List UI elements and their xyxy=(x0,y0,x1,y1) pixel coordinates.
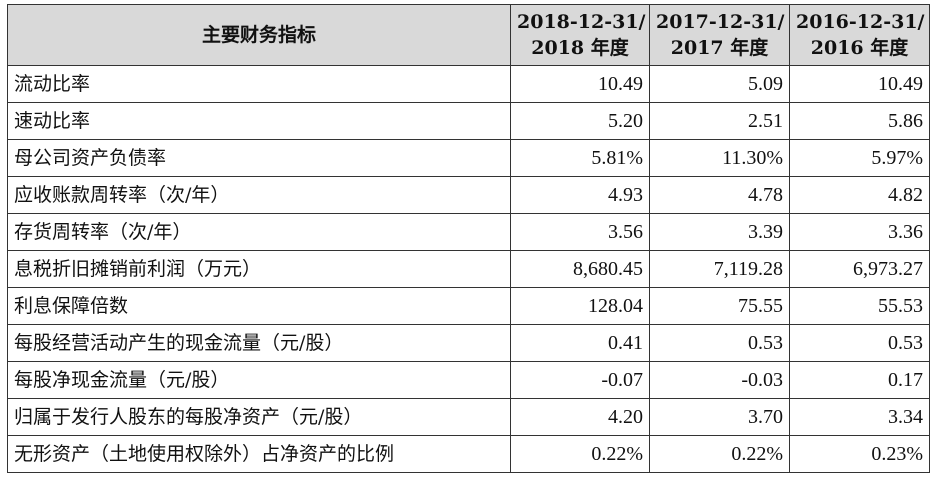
cell-value: 0.22% xyxy=(510,435,650,473)
header-period-date: 2016-12-31/ xyxy=(796,11,925,33)
cell-value: 0.41 xyxy=(510,324,650,362)
cell-value: -0.03 xyxy=(649,361,790,399)
row-label: 无形资产（土地使用权除外）占净资产的比例 xyxy=(7,435,511,473)
cell-value: 3.36 xyxy=(789,213,930,251)
cell-value: 5.20 xyxy=(510,102,650,140)
table-header-row: 主要财务指标 2018-12-31/ 2018 年度 2017-12-31/ 2… xyxy=(7,4,930,66)
table-row: 存货周转率（次/年） 3.56 3.39 3.36 xyxy=(7,213,930,251)
row-label: 流动比率 xyxy=(7,65,511,103)
cell-value: 5.97% xyxy=(789,139,930,177)
cell-value: 10.49 xyxy=(510,65,650,103)
cell-value: 0.23% xyxy=(789,435,930,473)
row-label: 存货周转率（次/年） xyxy=(7,213,511,251)
cell-value: 4.78 xyxy=(649,176,790,214)
table-row: 流动比率 10.49 5.09 10.49 xyxy=(7,65,930,103)
cell-value: 5.86 xyxy=(789,102,930,140)
cell-value: 55.53 xyxy=(789,287,930,325)
header-period-2017: 2017-12-31/ 2017 年度 xyxy=(649,4,790,66)
cell-value: 5.09 xyxy=(649,65,790,103)
header-period-date: 2017-12-31/ xyxy=(656,11,785,33)
table-row: 每股经营活动产生的现金流量（元/股） 0.41 0.53 0.53 xyxy=(7,324,930,362)
row-label: 母公司资产负债率 xyxy=(7,139,511,177)
cell-value: 0.22% xyxy=(649,435,790,473)
row-label: 每股经营活动产生的现金流量（元/股） xyxy=(7,324,511,362)
table-row: 归属于发行人股东的每股净资产（元/股） 4.20 3.70 3.34 xyxy=(7,398,930,436)
cell-value: 6,973.27 xyxy=(789,250,930,288)
table-row: 息税折旧摊销前利润（万元） 8,680.45 7,119.28 6,973.27 xyxy=(7,250,930,288)
header-period-2016: 2016-12-31/ 2016 年度 xyxy=(789,4,930,66)
cell-value: 75.55 xyxy=(649,287,790,325)
cell-value: 3.70 xyxy=(649,398,790,436)
header-period-date: 2018-12-31/ xyxy=(517,11,646,33)
cell-value: -0.07 xyxy=(510,361,650,399)
cell-value: 10.49 xyxy=(789,65,930,103)
cell-value: 0.53 xyxy=(789,324,930,362)
cell-value: 2.51 xyxy=(649,102,790,140)
cell-value: 4.82 xyxy=(789,176,930,214)
cell-value: 0.17 xyxy=(789,361,930,399)
row-label: 息税折旧摊销前利润（万元） xyxy=(7,250,511,288)
table-row: 每股净现金流量（元/股） -0.07 -0.03 0.17 xyxy=(7,361,930,399)
header-period-year: 2018 年度 xyxy=(531,37,629,59)
table-row: 母公司资产负债率 5.81% 11.30% 5.97% xyxy=(7,139,930,177)
row-label: 应收账款周转率（次/年） xyxy=(7,176,511,214)
header-period-year: 2017 年度 xyxy=(670,37,769,59)
cell-value: 3.34 xyxy=(789,398,930,436)
cell-value: 5.81% xyxy=(510,139,650,177)
cell-value: 3.56 xyxy=(510,213,650,251)
header-period-year: 2016 年度 xyxy=(810,37,909,59)
cell-value: 11.30% xyxy=(649,139,790,177)
financial-indicators-table: 主要财务指标 2018-12-31/ 2018 年度 2017-12-31/ 2… xyxy=(7,4,930,473)
cell-value: 3.39 xyxy=(649,213,790,251)
cell-value: 7,119.28 xyxy=(649,250,790,288)
table-row: 速动比率 5.20 2.51 5.86 xyxy=(7,102,930,140)
cell-value: 0.53 xyxy=(649,324,790,362)
row-label: 归属于发行人股东的每股净资产（元/股） xyxy=(7,398,511,436)
row-label: 速动比率 xyxy=(7,102,511,140)
table-row: 利息保障倍数 128.04 75.55 55.53 xyxy=(7,287,930,325)
cell-value: 128.04 xyxy=(510,287,650,325)
cell-value: 4.93 xyxy=(510,176,650,214)
cell-value: 8,680.45 xyxy=(510,250,650,288)
row-label: 利息保障倍数 xyxy=(7,287,511,325)
table-row: 无形资产（土地使用权除外）占净资产的比例 0.22% 0.22% 0.23% xyxy=(7,435,930,473)
table-row: 应收账款周转率（次/年） 4.93 4.78 4.82 xyxy=(7,176,930,214)
header-period-2018: 2018-12-31/ 2018 年度 xyxy=(510,4,650,66)
row-label: 每股净现金流量（元/股） xyxy=(7,361,511,399)
cell-value: 4.20 xyxy=(510,398,650,436)
header-indicator: 主要财务指标 xyxy=(7,4,511,66)
